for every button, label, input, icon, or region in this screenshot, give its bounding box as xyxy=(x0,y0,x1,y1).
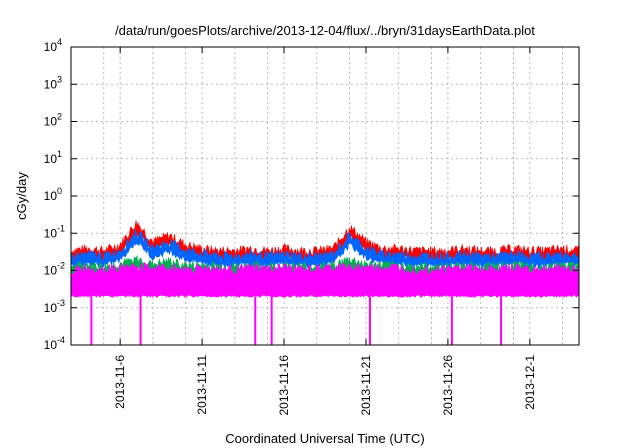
x-axis: 2013-11-6 2013-11-11 2013-11-16 2013-11-21 2… xyxy=(113,47,537,416)
y-tick-exponent: 1 xyxy=(57,149,62,159)
y-tick-exponent: 0 xyxy=(57,186,62,196)
series-magenta xyxy=(70,261,580,345)
y-tick-label: 10 xyxy=(44,189,58,203)
y-tick-exponent: -3 xyxy=(57,298,65,308)
x-tick-label: 2013-11-16 xyxy=(277,355,291,416)
y-tick-exponent: 3 xyxy=(57,74,62,84)
y-axis-label: cGy/day xyxy=(14,172,29,220)
y-tick-label: 10 xyxy=(44,40,58,54)
y-tick-exponent: 4 xyxy=(57,37,62,47)
series-layer xyxy=(70,220,580,345)
y-tick-exponent: -1 xyxy=(57,223,65,233)
y-tick-label: 10 xyxy=(44,77,58,91)
x-tick-label: 2013-11-11 xyxy=(195,355,209,415)
y-tick-exponent: -4 xyxy=(57,335,65,345)
x-tick-label: 2013-11-6 xyxy=(113,355,127,409)
x-tick-label: 2013-12-1 xyxy=(523,355,537,410)
x-tick-label: 2013-11-21 xyxy=(359,355,373,416)
y-tick-label: 10 xyxy=(44,264,58,278)
chart-title: /data/run/goesPlots/archive/2013-12-04/f… xyxy=(115,23,535,38)
y-tick-exponent: -2 xyxy=(57,261,65,271)
y-tick-label: 10 xyxy=(44,301,58,315)
y-tick-label: 10 xyxy=(44,115,58,129)
y-tick-label: 10 xyxy=(44,226,58,240)
x-tick-label: 2013-11-26 xyxy=(441,355,455,416)
grid xyxy=(71,46,579,346)
y-tick-label: 10 xyxy=(44,152,58,166)
x-axis-label: Coordinated Universal Time (UTC) xyxy=(225,431,424,446)
y-tick-exponent: 2 xyxy=(57,112,62,122)
y-tick-label: 10 xyxy=(44,338,58,352)
